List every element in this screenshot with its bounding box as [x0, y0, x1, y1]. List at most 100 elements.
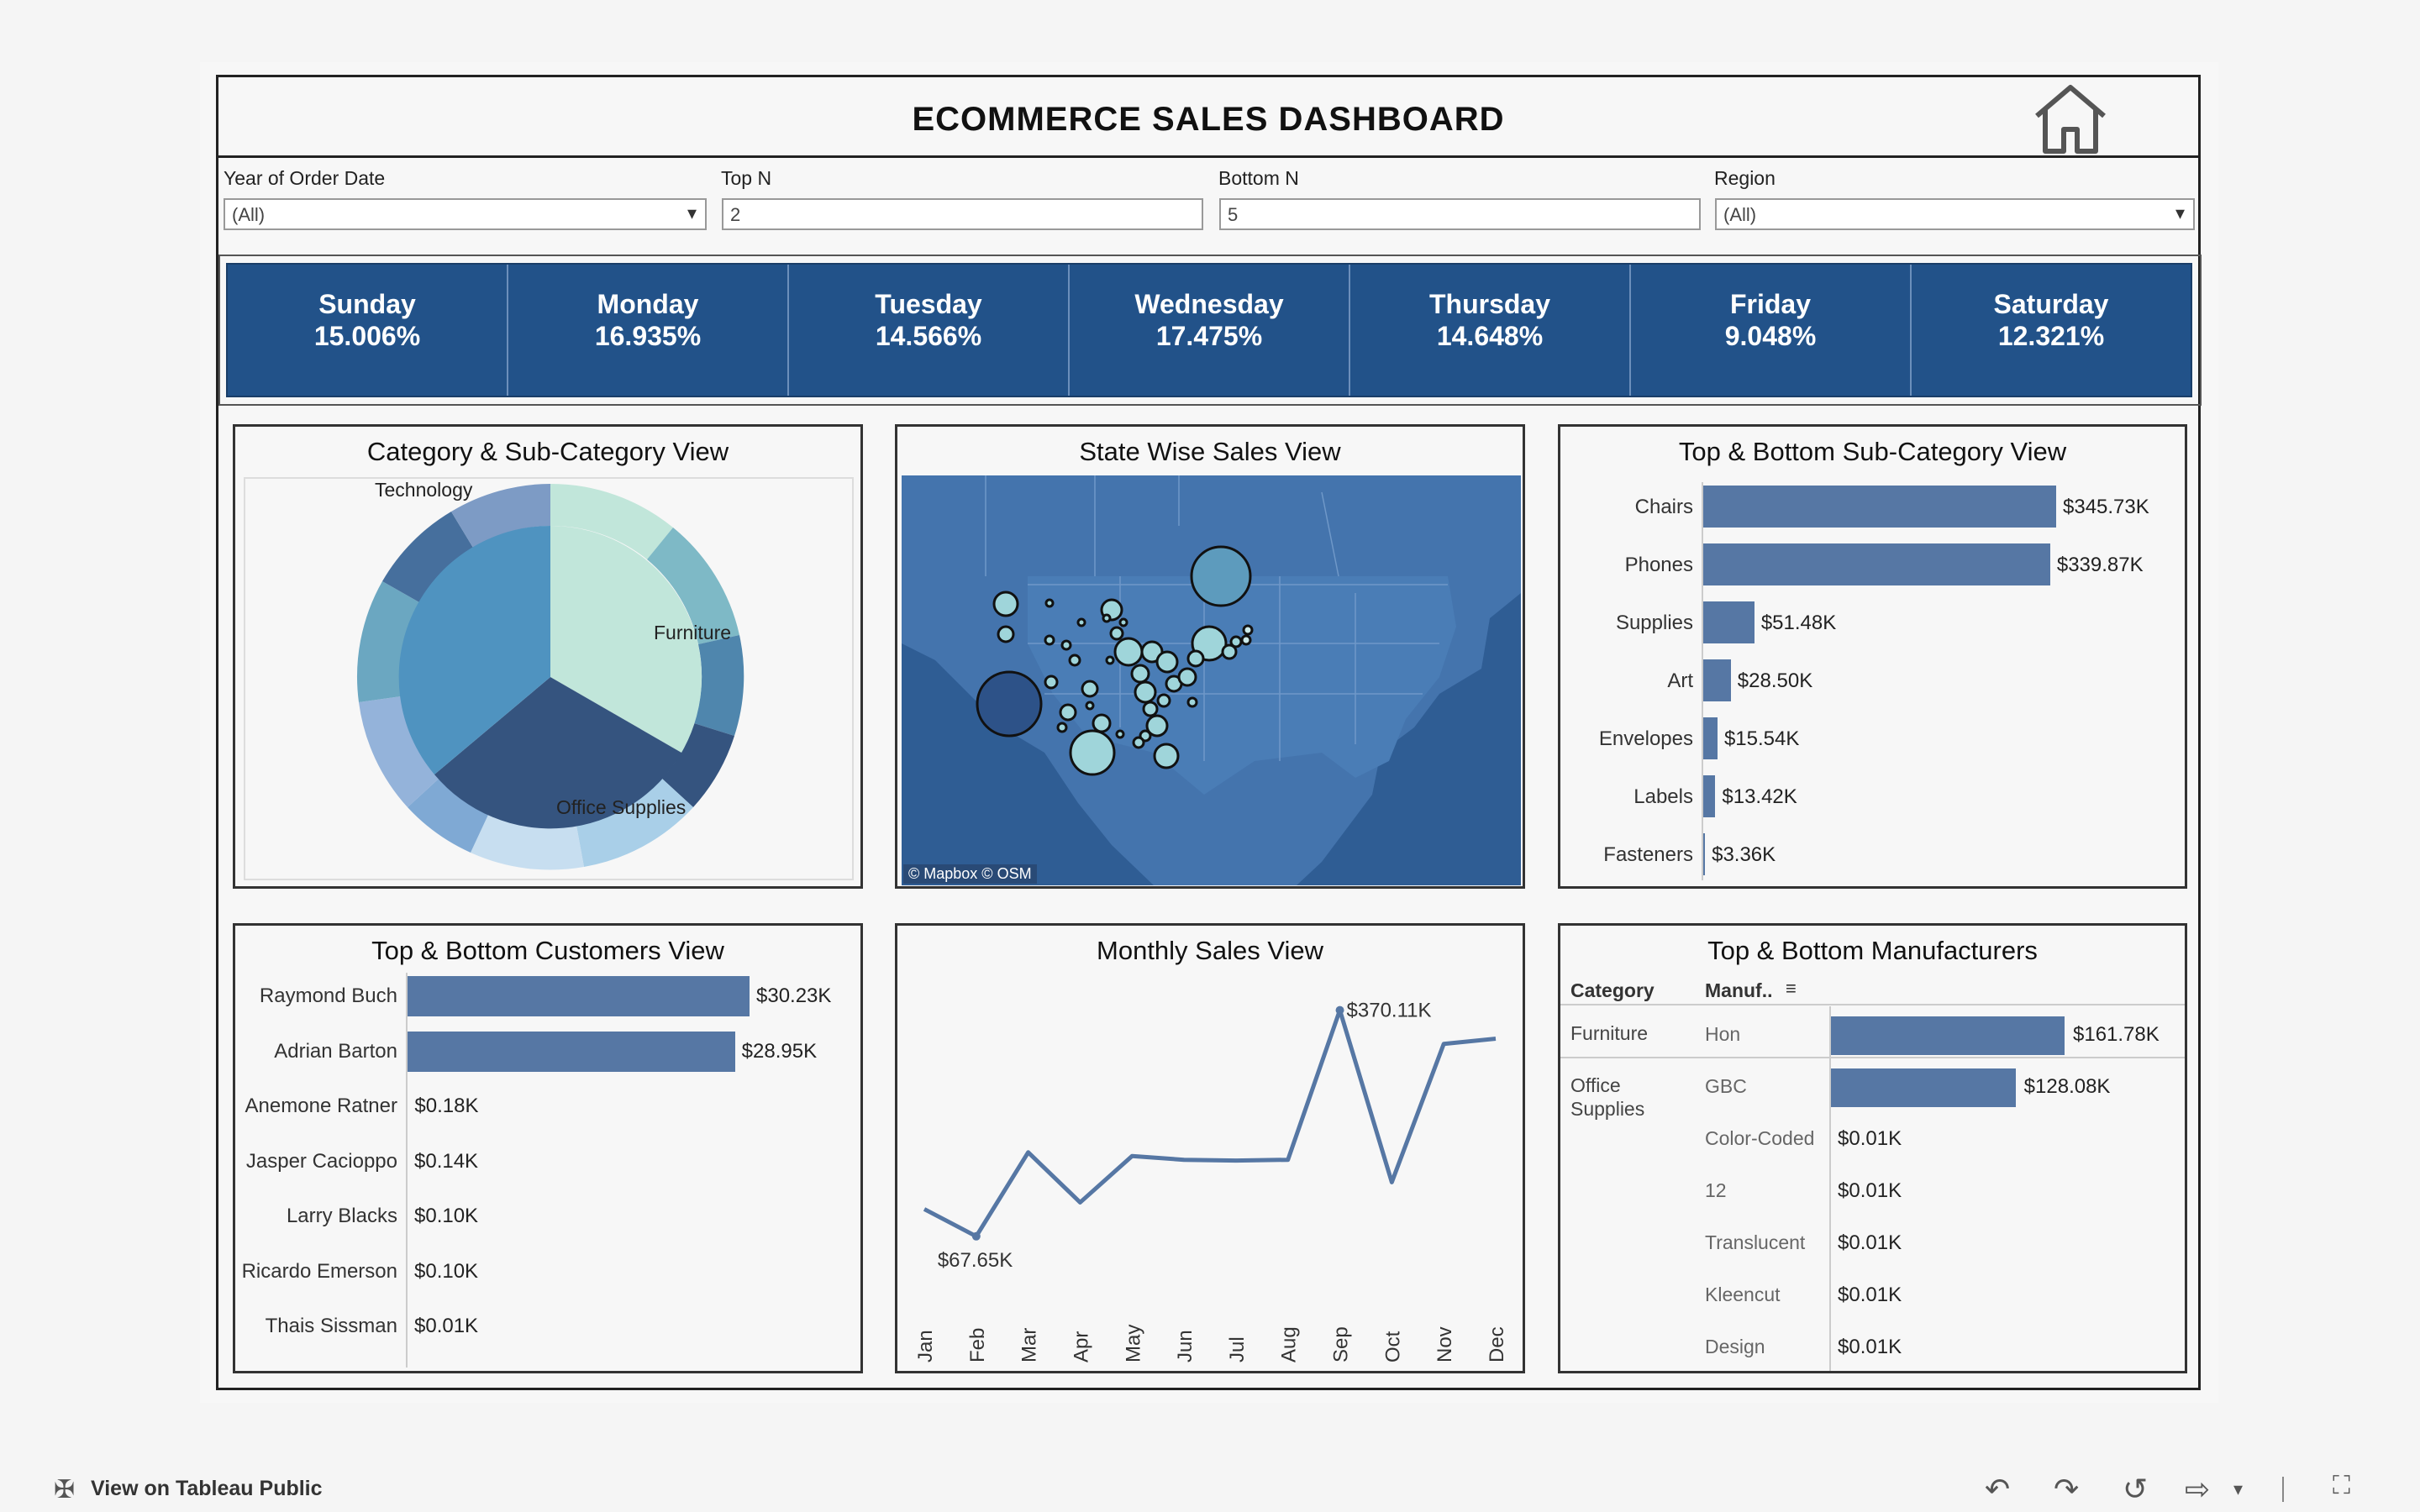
- day-kpi-friday[interactable]: Friday 9.048%: [1629, 265, 1910, 396]
- max-annotation: $370.11K: [1347, 1000, 1432, 1022]
- subcat-bar[interactable]: [1702, 486, 2056, 528]
- redo-icon[interactable]: ↷: [2054, 1472, 2080, 1506]
- manuf-name: Design: [1705, 1336, 1765, 1357]
- manuf-name: Kleencut: [1705, 1284, 1781, 1305]
- day-kpi-monday[interactable]: Monday 16.935%: [507, 265, 787, 396]
- region-filter-dropdown[interactable]: (All): [1715, 198, 2195, 230]
- subcat-bar[interactable]: [1702, 833, 1706, 875]
- customer-label: Jasper Cacioppo: [245, 1149, 397, 1173]
- customer-value: $0.14K: [414, 1149, 479, 1173]
- manuf-name: 12: [1705, 1179, 1727, 1201]
- home-icon[interactable]: [2030, 82, 2111, 155]
- manuf-name: Color-Coded: [1705, 1127, 1815, 1149]
- manuf-bar[interactable]: [1829, 1016, 2065, 1055]
- state-bubbles: [976, 545, 1254, 776]
- customer-value: $0.10K: [414, 1259, 479, 1283]
- undo-icon[interactable]: ↶: [1985, 1472, 2011, 1506]
- day-name: Monday: [597, 289, 699, 319]
- month-tick-label: Jul: [1226, 1336, 1249, 1362]
- toolbar-divider: [2282, 1477, 2284, 1502]
- subcat-value: $345.73K: [2063, 496, 2149, 518]
- header-divider: [1560, 1004, 2185, 1005]
- monthly-line-chart[interactable]: $67.65K $370.11K Jan Feb Mar Apr May Jun Jul Aug S…: [897, 926, 1523, 1371]
- manuf-category: Office Supplies: [1570, 1074, 1645, 1120]
- customer-bar[interactable]: [406, 976, 750, 1016]
- region-filter-label: Region: [1714, 167, 1776, 189]
- outer-ring-office-3: [408, 779, 488, 853]
- outer-ring-furniture-1: [550, 483, 673, 559]
- monthly-sales-line[interactable]: [923, 1008, 1497, 1239]
- map-attribution[interactable]: © Mapbox © OSM: [903, 864, 1037, 884]
- us-map[interactable]: © Mapbox © OSM: [902, 475, 1521, 885]
- month-tick-label: Jan: [914, 1330, 937, 1362]
- day-kpi-sunday[interactable]: Sunday 15.006%: [228, 265, 507, 396]
- month-tick-label: Nov: [1434, 1326, 1456, 1362]
- month-tick-label: Mar: [1018, 1328, 1041, 1362]
- manuf-row-divider: [1560, 1057, 2185, 1058]
- outer-ring-tech-1: [356, 581, 419, 702]
- month-point[interactable]: [971, 1231, 981, 1241]
- pie-office-supplies: [434, 677, 681, 829]
- tableau-logo-icon[interactable]: ✠: [54, 1476, 76, 1504]
- share-icon[interactable]: ⇨: [2185, 1472, 2211, 1506]
- day-name: Tuesday: [875, 289, 982, 319]
- revert-icon[interactable]: ↺: [2123, 1472, 2149, 1506]
- fullscreen-icon[interactable]: ⛶: [2333, 1472, 2350, 1499]
- manufacturers-panel: Top & Bottom Manufacturers Category Manu…: [1558, 923, 2187, 1373]
- manuf-value: $0.01K: [1838, 1284, 1902, 1306]
- customer-label: Adrian Barton: [274, 1039, 397, 1063]
- day-kpi-tuesday[interactable]: Tuesday 14.566%: [787, 265, 1068, 396]
- subcategory-panel-title: Top & Bottom Sub-Category View: [1678, 437, 2067, 466]
- customer-axis: [406, 973, 408, 1368]
- outer-ring-office-4: [359, 696, 439, 807]
- customer-label: Ricardo Emerson: [241, 1259, 397, 1283]
- manuf-category: Furniture: [1570, 1022, 1649, 1044]
- subcategory-panel: Top & Bottom Sub-Category View Chairs $34…: [1558, 424, 2187, 889]
- share-dropdown-icon[interactable]: ▾: [2233, 1478, 2244, 1499]
- sort-icon[interactable]: ≡: [1786, 978, 1797, 999]
- subcat-value: $15.54K: [1723, 727, 1800, 750]
- month-tick-label: Aug: [1278, 1326, 1301, 1362]
- day-pct: 14.648%: [1436, 321, 1544, 351]
- col-header-manufacturer[interactable]: Manuf..: [1705, 979, 1773, 1001]
- day-pct: 17.475%: [1155, 321, 1263, 351]
- manuf-bar[interactable]: [1829, 1068, 2016, 1107]
- subcat-bar[interactable]: [1702, 775, 1716, 817]
- month-tick-label: May: [1122, 1325, 1144, 1362]
- day-pct: 12.321%: [1997, 321, 2105, 351]
- view-on-tableau-link[interactable]: View on Tableau Public: [91, 1477, 323, 1500]
- subcat-bar[interactable]: [1702, 659, 1731, 701]
- subcat-bar[interactable]: [1702, 717, 1718, 759]
- year-filter-label: Year of Order Date: [224, 167, 386, 189]
- subcat-value: $28.50K: [1737, 669, 1813, 692]
- outer-ring-furniture-2: [647, 528, 739, 644]
- topn-input[interactable]: 2: [722, 198, 1203, 230]
- bottomn-input[interactable]: 5: [1219, 198, 1701, 230]
- customer-bar[interactable]: [406, 1031, 735, 1072]
- day-name: Saturday: [1993, 289, 2109, 319]
- pie-label-technology: Technology: [375, 479, 473, 501]
- month-tick-label: Dec: [1486, 1326, 1508, 1362]
- col-header-category[interactable]: Category: [1570, 979, 1655, 1001]
- manuf-value: $128.08K: [2023, 1075, 2111, 1098]
- map-canvas: [902, 475, 1521, 885]
- month-point[interactable]: [1335, 1005, 1344, 1015]
- subcat-label: Supplies: [1615, 612, 1693, 634]
- day-name: Sunday: [318, 289, 416, 319]
- subcat-bar[interactable]: [1702, 543, 2050, 585]
- day-kpi-saturday[interactable]: Saturday 12.321%: [1910, 265, 2191, 396]
- monthly-panel: Monthly Sales View $67.65K $370.11K Jan Feb…: [895, 923, 1525, 1373]
- pie-area: Technology Furniture Office Supplies: [244, 477, 854, 880]
- subcat-bar[interactable]: [1702, 601, 1754, 643]
- category-donut-chart[interactable]: [245, 479, 852, 879]
- year-filter-dropdown[interactable]: (All): [224, 198, 707, 230]
- day-kpi-thursday[interactable]: Thursday 14.648%: [1349, 265, 1629, 396]
- day-pct: 16.935%: [594, 321, 702, 351]
- manuf-value: $0.01K: [1838, 1179, 1902, 1202]
- manuf-value: $0.01K: [1838, 1127, 1902, 1150]
- month-tick-label: Apr: [1070, 1331, 1092, 1362]
- day-name: Thursday: [1428, 289, 1551, 319]
- outer-ring-tech-3: [451, 484, 550, 548]
- pie-label-office-supplies: Office Supplies: [556, 796, 687, 818]
- day-kpi-wednesday[interactable]: Wednesday 17.475%: [1068, 265, 1349, 396]
